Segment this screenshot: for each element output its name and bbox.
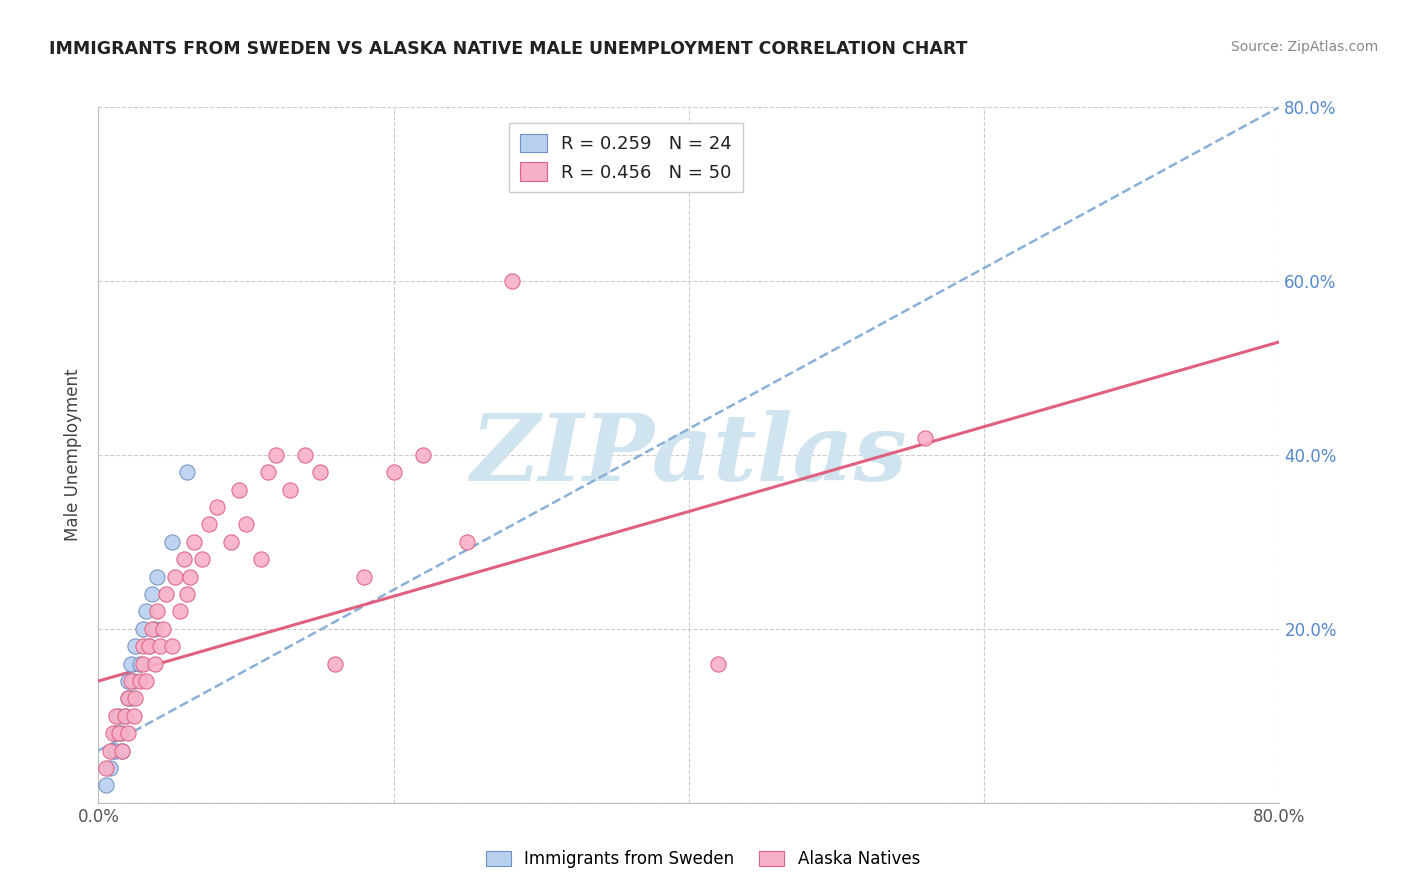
Point [257, 466, 280, 480]
Point [132, 622, 155, 636]
Point [117, 726, 139, 740]
Text: Source: ZipAtlas.com: Source: ZipAtlas.com [1230, 40, 1378, 54]
Point [250, 552, 273, 566]
Point [205, 500, 228, 514]
Point [183, 534, 205, 549]
Point [191, 552, 214, 566]
Point [309, 466, 332, 480]
Point [219, 534, 242, 549]
Point [143, 657, 166, 671]
Point [120, 674, 142, 689]
Text: ZIPatlas: ZIPatlas [471, 410, 907, 500]
Point [146, 605, 169, 619]
Point [152, 622, 174, 636]
Point [382, 466, 405, 480]
Point [117, 674, 139, 689]
Point [173, 552, 195, 566]
Point [169, 605, 191, 619]
Point [179, 570, 201, 584]
Legend: R = 0.259   N = 24, R = 0.456   N = 50: R = 0.259 N = 24, R = 0.456 N = 50 [509, 123, 742, 193]
Point [141, 622, 163, 636]
Point [235, 517, 257, 532]
Point [278, 483, 302, 497]
Point [122, 674, 145, 689]
Point [105, 708, 128, 723]
Point [120, 691, 142, 706]
Point [165, 570, 187, 584]
Point [412, 448, 434, 462]
Point [198, 517, 221, 532]
Point [117, 691, 139, 706]
Point [138, 639, 160, 653]
Point [117, 691, 139, 706]
Point [146, 570, 169, 584]
Point [141, 587, 163, 601]
Point [128, 657, 150, 671]
Point [103, 726, 125, 740]
Point [103, 744, 125, 758]
Point [94, 778, 117, 792]
Point [128, 674, 150, 689]
Point [176, 587, 198, 601]
Legend: Immigrants from Sweden, Alaska Natives: Immigrants from Sweden, Alaska Natives [479, 844, 927, 875]
Point [353, 570, 375, 584]
Point [456, 534, 478, 549]
Point [132, 657, 155, 671]
Point [228, 483, 250, 497]
Point [707, 657, 730, 671]
Point [120, 657, 142, 671]
Point [122, 708, 145, 723]
Point [108, 708, 131, 723]
Point [98, 761, 121, 775]
Point [105, 726, 128, 740]
Point [105, 744, 128, 758]
Point [294, 448, 316, 462]
Point [143, 622, 166, 636]
Point [135, 674, 157, 689]
Point [114, 708, 136, 723]
Point [501, 274, 523, 288]
Y-axis label: Male Unemployment: Male Unemployment [65, 368, 83, 541]
Point [110, 726, 132, 740]
Text: IMMIGRANTS FROM SWEDEN VS ALASKA NATIVE MALE UNEMPLOYMENT CORRELATION CHART: IMMIGRANTS FROM SWEDEN VS ALASKA NATIVE … [49, 40, 967, 58]
Point [323, 657, 346, 671]
Point [124, 639, 146, 653]
Point [162, 639, 183, 653]
Point [114, 708, 136, 723]
Point [155, 587, 177, 601]
Point [149, 639, 172, 653]
Point [111, 744, 134, 758]
Point [132, 639, 155, 653]
Point [124, 691, 146, 706]
Point [111, 744, 134, 758]
Point [108, 726, 131, 740]
Point [138, 639, 160, 653]
Point [264, 448, 287, 462]
Point [98, 744, 121, 758]
Point [135, 605, 157, 619]
Point [162, 534, 183, 549]
Point [94, 761, 117, 775]
Point [914, 431, 936, 445]
Point [176, 466, 198, 480]
